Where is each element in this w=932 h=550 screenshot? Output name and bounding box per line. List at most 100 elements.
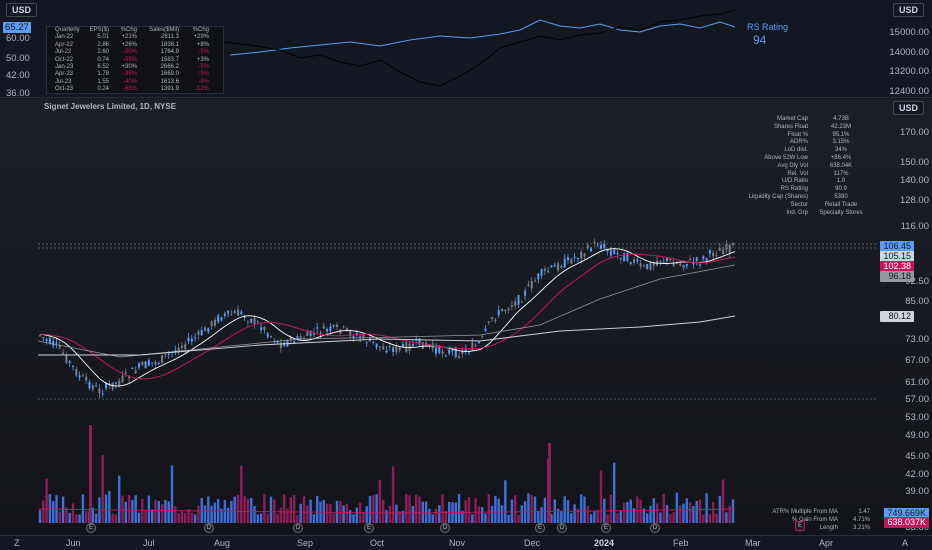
volume-bar xyxy=(197,505,200,523)
candle-body xyxy=(329,326,332,331)
candle-body xyxy=(494,319,497,321)
moving-average-mid xyxy=(39,253,736,380)
candle-body xyxy=(81,375,84,377)
candle-body xyxy=(72,365,74,367)
earnings-marker[interactable]: E xyxy=(795,521,805,531)
stats-value: 34% xyxy=(834,147,847,154)
time-label: Nov xyxy=(449,538,466,548)
volume-bar xyxy=(151,509,154,523)
volume-bar xyxy=(589,514,593,523)
stats-table: Market Cap 4.73B Shares Float 42.23M Float %… xyxy=(740,116,868,217)
candle-body xyxy=(42,337,45,339)
fundamentals-cell: 6.52 xyxy=(97,63,109,70)
earnings-marker[interactable]: E xyxy=(364,523,374,533)
currency-button-top[interactable]: USD xyxy=(6,3,38,17)
candle-body xyxy=(157,362,160,364)
dividend-marker[interactable]: D xyxy=(293,523,303,533)
dividend-marker[interactable]: D xyxy=(557,523,567,533)
stats-row: Float % 95.1% xyxy=(740,132,868,140)
time-label: Jul xyxy=(143,538,155,548)
candle-body xyxy=(732,243,734,245)
candle-body xyxy=(649,263,652,270)
fundamentals-row: Jul-23 1.55 -40% 1613.6 -9% xyxy=(47,79,223,86)
candle-body xyxy=(382,346,385,350)
price-tag: 749.669K xyxy=(884,508,929,519)
dividend-marker[interactable]: D xyxy=(204,523,214,533)
volume-bar xyxy=(721,479,725,523)
currency-button-top-right[interactable]: USD xyxy=(892,3,924,17)
fundamentals-cell: Apr-22 xyxy=(55,41,74,48)
volume-bar xyxy=(71,503,75,523)
volume-bar xyxy=(375,494,378,523)
candle-body xyxy=(524,290,527,296)
candle-body xyxy=(626,253,629,261)
ma-stats-row: Length 3.21% xyxy=(772,524,872,532)
currency-button-main[interactable]: USD xyxy=(892,101,924,115)
dividend-marker[interactable]: D xyxy=(440,523,450,533)
volume-bar xyxy=(517,514,520,523)
candle-body xyxy=(161,355,164,364)
earnings-marker[interactable]: E xyxy=(535,523,545,533)
candle-body xyxy=(504,310,507,312)
candle-body xyxy=(85,376,88,381)
candle-body xyxy=(68,360,71,364)
volume-bar xyxy=(85,511,88,523)
earnings-marker[interactable]: E xyxy=(601,523,611,533)
volume-bar xyxy=(75,514,78,523)
fundamentals-cell: 1613.6 xyxy=(160,78,179,85)
candle-body xyxy=(398,347,401,351)
stats-key: RS Rating xyxy=(780,186,808,193)
candle-body xyxy=(223,313,226,316)
volume-bar xyxy=(368,495,372,523)
stats-row: Above 52W Low +86.4% xyxy=(740,155,868,163)
volume-bar xyxy=(210,505,213,523)
candle-body xyxy=(58,345,61,349)
stats-row: Liquidity Cap (Shares) 5380 xyxy=(740,194,868,202)
price-chart-svg xyxy=(37,238,878,523)
time-label: Jun xyxy=(66,538,81,548)
candle-body xyxy=(240,311,243,315)
rs-line-pane[interactable]: USD USD 65.27 60.00 50.00 42.00 36.00 15… xyxy=(0,0,932,99)
candle-body xyxy=(484,328,487,331)
candle-body xyxy=(520,301,523,303)
fundamentals-row: Apr-22 2.86 +26% 1838.1 +8% xyxy=(47,42,223,49)
candle-body xyxy=(128,376,131,379)
dividend-marker[interactable]: D xyxy=(650,523,660,533)
volume-bar xyxy=(256,514,259,523)
volume-bar xyxy=(250,497,253,523)
earnings-marker[interactable]: E xyxy=(86,523,96,533)
volume-bar xyxy=(646,513,649,523)
volume-bar xyxy=(332,513,335,523)
candle-body xyxy=(217,315,220,322)
candle-body xyxy=(246,321,249,323)
candle-body xyxy=(642,265,645,267)
candle-body xyxy=(243,315,246,319)
candle-body xyxy=(708,250,711,254)
stats-row: Shares Float 42.23M xyxy=(740,124,868,132)
candle-body xyxy=(55,342,58,344)
auto-scale-button[interactable]: A xyxy=(902,538,909,548)
volume-bar xyxy=(514,495,517,523)
volume-bar xyxy=(708,514,712,523)
time-axis[interactable]: Z Jun Jul Aug Sep Oct Nov Dec 2024 Feb M… xyxy=(0,535,932,550)
volume-bar xyxy=(48,494,52,523)
volume-bar xyxy=(121,495,124,523)
candle-body xyxy=(435,347,437,354)
price-pane[interactable]: USD xyxy=(0,99,932,535)
volume-bar xyxy=(266,513,269,523)
ma-stats-key: Length xyxy=(819,525,838,531)
candle-body xyxy=(114,382,117,384)
volume-bar xyxy=(164,499,167,523)
fundamentals-row: Jul-22 2.60 -20% 1764.9 -5% xyxy=(47,49,223,56)
volume-bar xyxy=(421,501,424,523)
volume-bar xyxy=(118,475,121,523)
candle-body xyxy=(62,352,65,354)
candle-body xyxy=(464,348,467,352)
volume-bar xyxy=(500,505,504,523)
volume-bar xyxy=(556,508,560,523)
volume-bar xyxy=(134,495,137,523)
price-tag: 105.15 xyxy=(880,251,914,262)
price-axis-label: 128.00 xyxy=(899,195,929,206)
candle-body xyxy=(669,258,672,261)
timezone-icon[interactable]: Z xyxy=(14,538,20,548)
